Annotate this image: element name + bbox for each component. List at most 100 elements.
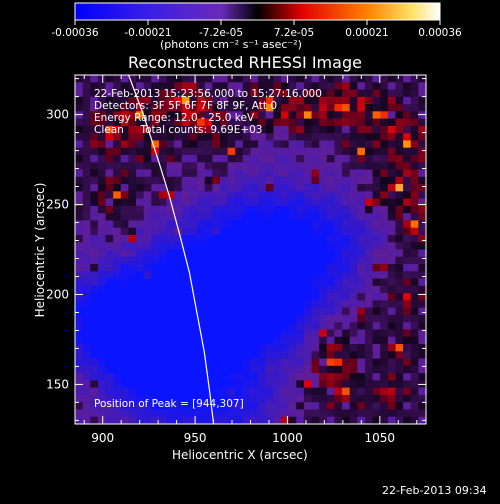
heatmap-cell (387, 198, 397, 207)
heatmap-cell (204, 242, 213, 251)
heatmap-cell (219, 336, 229, 345)
heatmap-cell (166, 89, 175, 98)
heatmap-cell (410, 336, 419, 345)
heatmap-cell (97, 191, 107, 200)
heatmap-cell (342, 351, 351, 360)
heatmap-cell (166, 104, 175, 112)
heatmap-cell (281, 198, 290, 207)
heatmap-cell (403, 409, 412, 418)
heatmap-cell (395, 358, 404, 367)
heatmap-cell (403, 416, 412, 424)
heatmap-cell (372, 89, 381, 98)
heatmap-cell (342, 234, 351, 243)
heatmap-cell (387, 154, 397, 163)
heatmap-cell (90, 140, 99, 149)
heatmap-cell (319, 176, 328, 185)
heatmap-cell (372, 227, 381, 236)
heatmap-cell (82, 336, 91, 345)
heatmap-cell (105, 300, 114, 309)
heatmap-cell (235, 300, 244, 309)
y-axis-label: Heliocentric Y (arcsec) (33, 182, 47, 318)
heatmap-cell (349, 176, 358, 185)
heatmap-cell (349, 380, 358, 389)
heatmap-cell (136, 264, 145, 272)
heatmap-cell (395, 278, 404, 287)
heatmap-cell (204, 351, 213, 360)
heatmap-cell (349, 154, 358, 163)
heatmap-cell (219, 147, 229, 156)
heatmap-cell (334, 336, 343, 345)
heatmap-cell (288, 125, 297, 134)
heatmap-cell (166, 249, 175, 258)
heatmap-cell (395, 387, 404, 396)
heatmap-cell (82, 220, 91, 229)
heatmap-cell (319, 154, 328, 163)
heatmap-cell (158, 147, 168, 156)
heatmap-cell (258, 300, 267, 309)
heatmap-cell (380, 394, 389, 403)
heatmap-cell (105, 82, 114, 91)
heatmap-cell (113, 293, 122, 301)
heatmap-cell (357, 147, 366, 156)
heatmap-cell (380, 351, 389, 360)
heatmap-cell (334, 351, 343, 360)
heatmap-cell (151, 140, 160, 149)
heatmap-cell (418, 351, 426, 360)
heatmap-cell (151, 242, 160, 251)
heatmap-cell (296, 285, 305, 294)
heatmap-cell (265, 118, 274, 127)
heatmap-cell (120, 314, 130, 323)
heatmap-cell (189, 184, 198, 192)
heatmap-cell (151, 118, 160, 127)
heatmap-cell (166, 133, 175, 142)
heatmap-cell (250, 111, 259, 120)
heatmap-cell (90, 198, 99, 207)
heatmap-cell (166, 176, 175, 185)
heatmap-cell (212, 314, 221, 323)
heatmap-cell (113, 234, 122, 243)
heatmap-cell (75, 198, 84, 207)
heatmap-cell (212, 96, 221, 105)
heatmap-cell (242, 184, 252, 192)
heatmap-cell (281, 278, 290, 287)
heatmap-cell (380, 293, 389, 301)
heatmap-cell (128, 409, 137, 418)
heatmap-cell (136, 380, 145, 389)
heatmap-cell (174, 198, 183, 207)
heatmap-cell (387, 125, 397, 134)
heatmap-cell (97, 380, 107, 389)
colorbar-unit-label: (photons cm⁻² s⁻¹ asec⁻²) (160, 38, 302, 51)
heatmap-cell (97, 111, 107, 120)
heatmap-cell (265, 264, 274, 272)
heatmap-cell (395, 191, 404, 200)
heatmap-cell (90, 75, 99, 83)
heatmap-cell (82, 184, 91, 192)
heatmap-cell (418, 387, 426, 396)
heatmap-cell (250, 358, 259, 367)
heatmap-cell (82, 118, 91, 127)
heatmap-cell (364, 220, 374, 229)
heatmap-cell (151, 416, 160, 424)
heatmap-cell (166, 154, 175, 163)
heatmap-cell (372, 125, 381, 134)
heatmap-cell (120, 118, 130, 127)
heatmap-cell (166, 75, 175, 83)
heatmap-cell (166, 336, 175, 345)
heatmap-cell (227, 133, 236, 142)
heatmap-cell (372, 169, 381, 178)
heatmap-cell (105, 402, 114, 411)
heatmap-cell (258, 373, 267, 381)
heatmap-cell (151, 205, 160, 214)
heatmap-cell (288, 118, 297, 127)
heatmap-cell (296, 307, 305, 316)
heatmap-cell (181, 96, 191, 105)
heatmap-cell (136, 256, 145, 265)
heatmap-cell (303, 329, 313, 338)
heatmap-cell (219, 176, 229, 185)
heatmap-cell (219, 380, 229, 389)
heatmap-cell (181, 220, 191, 229)
heatmap-cell (410, 402, 419, 411)
heatmap-cell (151, 285, 160, 294)
heatmap-cell (288, 409, 297, 418)
heatmap-cell (387, 285, 397, 294)
